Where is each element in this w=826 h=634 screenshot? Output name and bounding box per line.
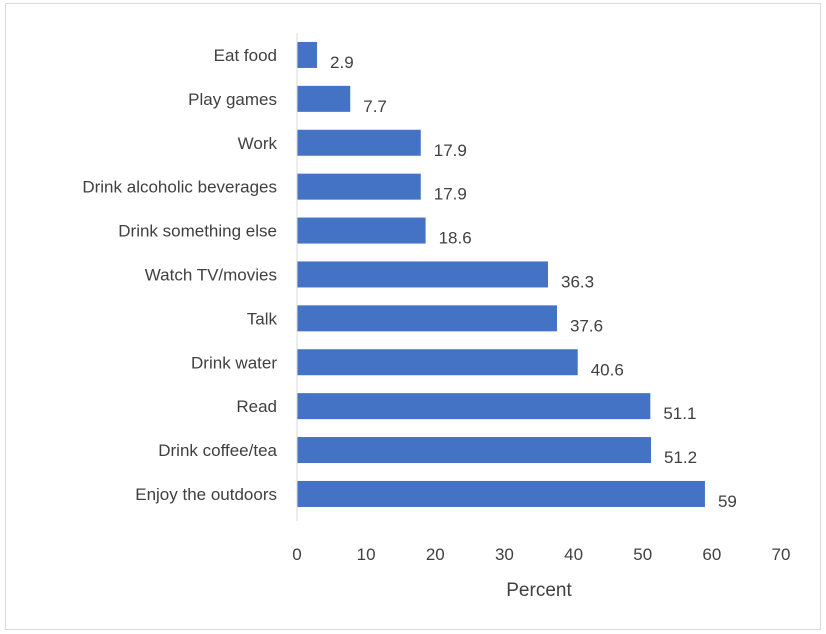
x-tick-label: 40 bbox=[564, 545, 583, 564]
bar bbox=[297, 393, 651, 420]
data-label: 59 bbox=[718, 492, 737, 511]
data-label: 40.6 bbox=[591, 360, 624, 379]
category-label: Play games bbox=[188, 90, 277, 109]
data-label: 18.6 bbox=[439, 229, 472, 248]
x-tick-label: 60 bbox=[702, 545, 721, 564]
bar bbox=[297, 129, 421, 156]
x-tick-label: 30 bbox=[495, 545, 514, 564]
x-tick-label: 70 bbox=[772, 545, 791, 564]
data-label: 51.1 bbox=[663, 404, 696, 423]
category-label: Eat food bbox=[214, 46, 277, 65]
bar-chart: 2.9 7.7 17.9 17.9 18.6 36.3 37.6 40.6 51.1 51.2 59… bbox=[82, 33, 790, 601]
data-labels-group: 2.9 7.7 17.9 17.9 18.6 36.3 37.6 40.6 51.1 51.2 59 bbox=[330, 53, 737, 511]
bar bbox=[297, 480, 705, 507]
data-label: 17.9 bbox=[434, 185, 467, 204]
category-label: Drink water bbox=[191, 353, 277, 372]
data-label: 36.3 bbox=[561, 272, 594, 291]
category-label: Watch TV/movies bbox=[145, 265, 277, 284]
category-label: Read bbox=[236, 397, 277, 416]
x-tick-label: 10 bbox=[357, 545, 376, 564]
category-label: Drink coffee/tea bbox=[158, 441, 277, 460]
x-axis-title: Percent bbox=[506, 580, 572, 601]
category-labels-group: Eat food Play games Work Drink alcoholic be… bbox=[82, 46, 277, 504]
bar bbox=[297, 217, 426, 244]
category-label: Drink alcoholic beverages bbox=[82, 178, 277, 197]
data-label: 51.2 bbox=[664, 448, 697, 467]
bar bbox=[297, 349, 578, 376]
data-label: 2.9 bbox=[330, 53, 354, 72]
chart-frame: 2.9 7.7 17.9 17.9 18.6 36.3 37.6 40.6 51.1 51.2 59… bbox=[5, 3, 821, 630]
category-label: Drink something else bbox=[118, 222, 277, 241]
data-label: 37.6 bbox=[570, 316, 603, 335]
category-label: Enjoy the outdoors bbox=[135, 485, 277, 504]
data-label: 17.9 bbox=[434, 141, 467, 160]
bar bbox=[297, 437, 652, 464]
data-label: 7.7 bbox=[363, 97, 387, 116]
category-label: Work bbox=[238, 134, 278, 153]
bar bbox=[297, 85, 351, 112]
bars-group bbox=[297, 41, 705, 507]
bar bbox=[297, 261, 548, 288]
category-label: Talk bbox=[247, 309, 278, 328]
x-tick-labels-group: 0 10 20 30 40 50 60 70 bbox=[292, 545, 790, 564]
bar bbox=[297, 305, 557, 332]
x-tick-label: 20 bbox=[426, 545, 445, 564]
bar bbox=[297, 173, 421, 200]
x-tick-label: 50 bbox=[633, 545, 652, 564]
bar bbox=[297, 41, 318, 68]
x-tick-label: 0 bbox=[292, 545, 301, 564]
